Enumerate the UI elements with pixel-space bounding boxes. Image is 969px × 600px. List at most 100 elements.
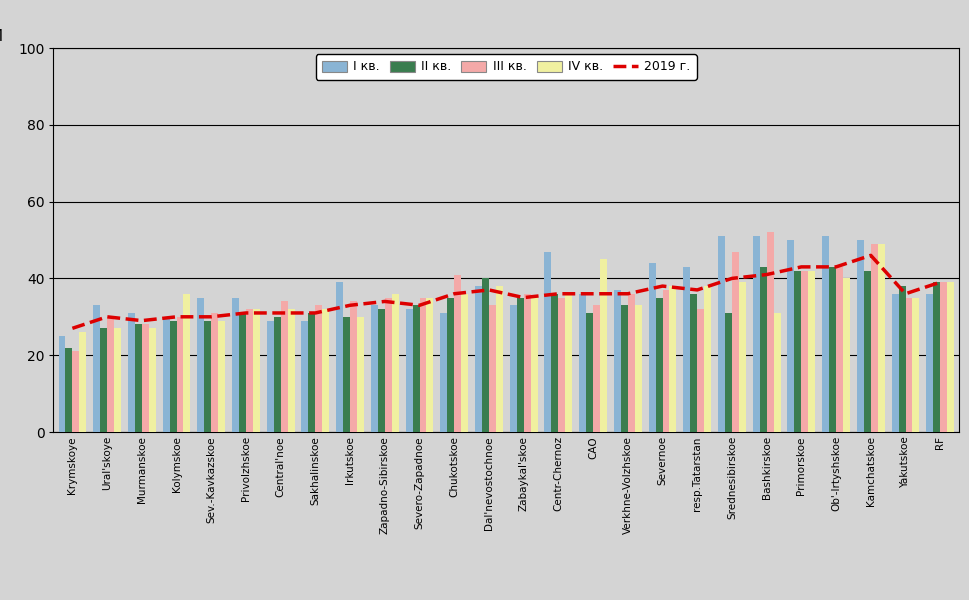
Bar (371, 305, 378, 432)
Bar (482, 278, 489, 432)
Bar (246, 309, 253, 432)
Bar (565, 294, 573, 432)
Bar (73, 352, 79, 432)
Bar (753, 236, 760, 432)
Bar (288, 309, 295, 432)
Bar (863, 271, 871, 432)
Bar (531, 298, 538, 432)
Bar (343, 317, 350, 432)
Bar (551, 294, 558, 432)
Bar (108, 317, 114, 432)
Bar (273, 317, 281, 432)
Bar (66, 347, 73, 432)
Bar (357, 317, 364, 432)
Bar (440, 313, 448, 432)
Bar (857, 240, 863, 432)
Bar (947, 282, 954, 432)
Bar (586, 313, 593, 432)
Bar (913, 298, 920, 432)
Bar (766, 232, 773, 432)
Bar (323, 309, 329, 432)
Bar (128, 313, 135, 432)
Bar (593, 305, 600, 432)
Bar (163, 317, 170, 432)
Bar (315, 305, 323, 432)
Text: М: М (0, 29, 3, 44)
Bar (808, 271, 815, 432)
Bar (149, 328, 156, 432)
Bar (198, 298, 204, 432)
Bar (704, 286, 711, 432)
Bar (829, 267, 836, 432)
Bar (579, 294, 586, 432)
Bar (795, 271, 801, 432)
Bar (516, 298, 523, 432)
Bar (732, 251, 739, 432)
Bar (350, 301, 357, 432)
Bar (648, 263, 656, 432)
Bar (940, 282, 947, 432)
Bar (773, 313, 781, 432)
Bar (496, 286, 503, 432)
Bar (218, 320, 225, 432)
Bar (420, 298, 426, 432)
Bar (141, 325, 149, 432)
Bar (308, 313, 315, 432)
Bar (100, 328, 108, 432)
Bar (635, 305, 641, 432)
Bar (232, 298, 239, 432)
Bar (898, 286, 905, 432)
Bar (448, 298, 454, 432)
Bar (239, 313, 246, 432)
Bar (301, 320, 308, 432)
Bar (176, 317, 183, 432)
Bar (739, 282, 746, 432)
Bar (454, 275, 461, 432)
Bar (725, 313, 732, 432)
Bar (183, 294, 191, 432)
Bar (905, 298, 913, 432)
Bar (760, 267, 766, 432)
Bar (204, 320, 211, 432)
Bar (336, 282, 343, 432)
Bar (683, 267, 690, 432)
Bar (79, 332, 86, 432)
Bar (788, 240, 795, 432)
Bar (891, 294, 898, 432)
Bar (558, 298, 565, 432)
Bar (475, 286, 482, 432)
Bar (656, 298, 663, 432)
Bar (510, 305, 516, 432)
Bar (628, 294, 635, 432)
Bar (385, 298, 391, 432)
Bar (878, 244, 885, 432)
Bar (600, 259, 607, 432)
Bar (413, 305, 420, 432)
Bar (266, 320, 273, 432)
Bar (461, 294, 468, 432)
Bar (523, 294, 531, 432)
Bar (698, 309, 704, 432)
Bar (690, 294, 698, 432)
Bar (836, 267, 843, 432)
Bar (614, 290, 621, 432)
Bar (378, 309, 385, 432)
Bar (426, 298, 433, 432)
Bar (114, 328, 121, 432)
Bar (822, 236, 829, 432)
Bar (718, 236, 725, 432)
Bar (281, 301, 288, 432)
Legend: I кв., II кв., III кв., IV кв., 2019 г.: I кв., II кв., III кв., IV кв., 2019 г. (316, 54, 697, 80)
Bar (801, 271, 808, 432)
Bar (391, 294, 398, 432)
Bar (933, 282, 940, 432)
Bar (211, 313, 218, 432)
Bar (843, 278, 850, 432)
Bar (489, 305, 496, 432)
Bar (926, 294, 933, 432)
Bar (545, 251, 551, 432)
Bar (58, 336, 66, 432)
Bar (406, 309, 413, 432)
Bar (93, 305, 100, 432)
Bar (871, 244, 878, 432)
